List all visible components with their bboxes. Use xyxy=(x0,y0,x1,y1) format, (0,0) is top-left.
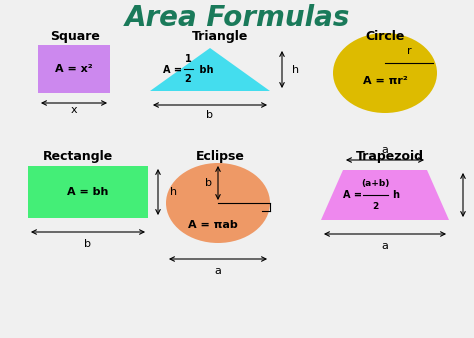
Text: 2: 2 xyxy=(185,74,191,84)
Text: Rectangle: Rectangle xyxy=(43,150,113,163)
Text: a: a xyxy=(215,266,221,276)
Text: Circle: Circle xyxy=(365,30,405,43)
Text: r: r xyxy=(407,46,411,56)
Ellipse shape xyxy=(333,33,437,113)
Text: (a+b): (a+b) xyxy=(361,179,389,188)
Text: Square: Square xyxy=(50,30,100,43)
Text: Trapezoid: Trapezoid xyxy=(356,150,424,163)
Polygon shape xyxy=(321,170,449,220)
Text: A =: A = xyxy=(163,65,185,75)
Text: a: a xyxy=(382,241,388,251)
Text: a: a xyxy=(382,145,388,155)
Text: x: x xyxy=(71,105,77,115)
Text: A = πr²: A = πr² xyxy=(363,76,407,86)
Text: 2: 2 xyxy=(372,202,378,211)
Text: A = bh: A = bh xyxy=(67,187,109,197)
Text: b: b xyxy=(84,239,91,249)
Text: A = x²: A = x² xyxy=(55,64,93,74)
Polygon shape xyxy=(150,48,270,91)
Text: h: h xyxy=(292,65,299,75)
Bar xyxy=(28,166,148,218)
Text: A =: A = xyxy=(343,190,365,200)
Text: h: h xyxy=(392,190,399,200)
Text: bh: bh xyxy=(196,65,213,75)
Text: A = πab: A = πab xyxy=(188,220,238,230)
Text: Triangle: Triangle xyxy=(192,30,248,43)
Text: b: b xyxy=(205,178,212,188)
Ellipse shape xyxy=(166,163,270,243)
Text: b: b xyxy=(207,110,213,120)
Text: h: h xyxy=(170,187,177,197)
Text: h: h xyxy=(473,190,474,200)
Text: 1: 1 xyxy=(185,54,191,64)
Bar xyxy=(38,45,110,93)
Text: Area Formulas: Area Formulas xyxy=(124,4,350,32)
Text: Eclipse: Eclipse xyxy=(196,150,245,163)
